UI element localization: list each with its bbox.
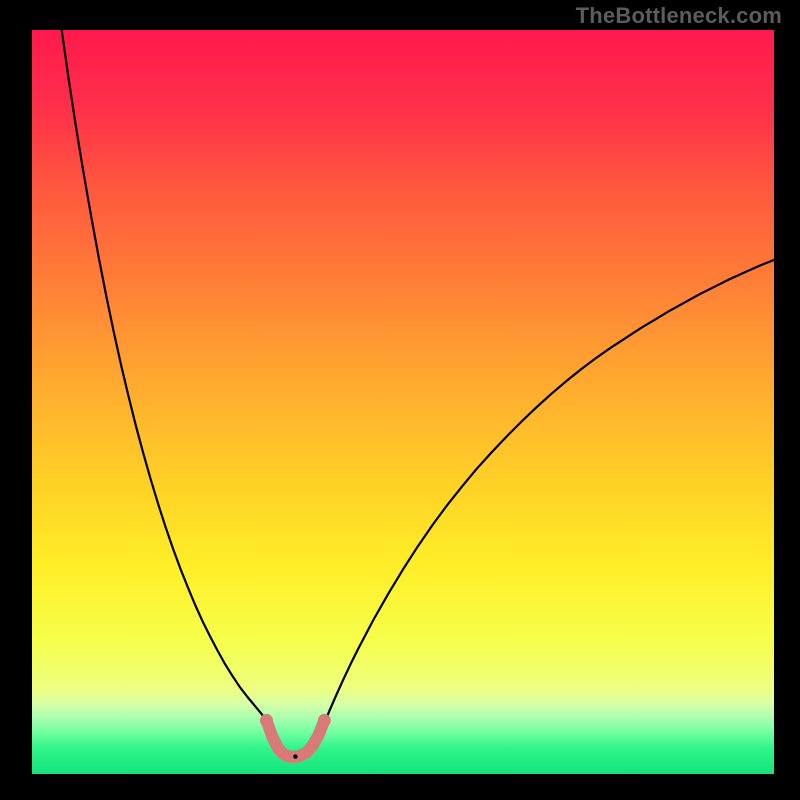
trough-marker [266,720,324,756]
right-branch [310,260,774,753]
curve-layer [32,30,774,774]
watermark-text: TheBottleneck.com [576,3,782,29]
trough-endpoint-dot-0 [260,714,273,727]
chart-frame [0,0,800,800]
left-branch [62,30,281,753]
plot-area [32,30,774,774]
trough-endpoint-dot-1 [318,714,331,727]
trough-center-dot [293,754,297,758]
